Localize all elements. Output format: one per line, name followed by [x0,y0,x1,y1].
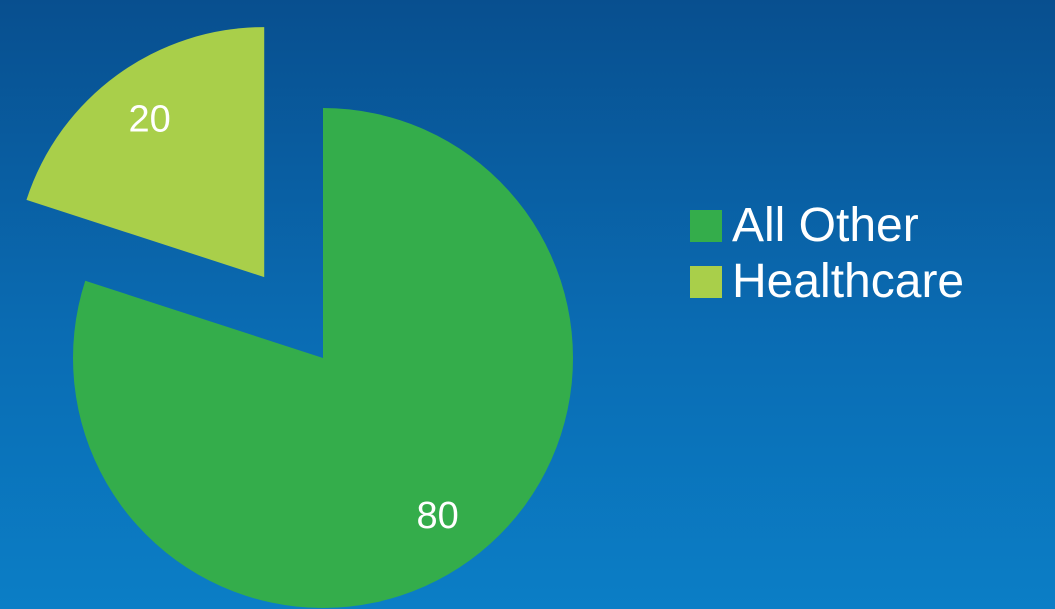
legend-label-healthcare: Healthcare [732,255,965,308]
legend-item-all-other: All Other [690,198,964,254]
legend: All Other Healthcare [690,198,964,310]
pie-slice-all-other [72,108,573,608]
legend-swatch-all-other [690,210,722,242]
pie-slice-healthcare [26,27,265,278]
pie-chart: 80 20 [26,27,573,608]
legend-item-healthcare: Healthcare [690,254,964,310]
data-label-all-other: 80 [416,495,458,537]
legend-label-all-other: All Other [732,199,919,252]
legend-swatch-healthcare [690,266,722,298]
data-label-healthcare: 20 [128,98,170,140]
pie-chart-svg: 80 20 [26,27,573,608]
